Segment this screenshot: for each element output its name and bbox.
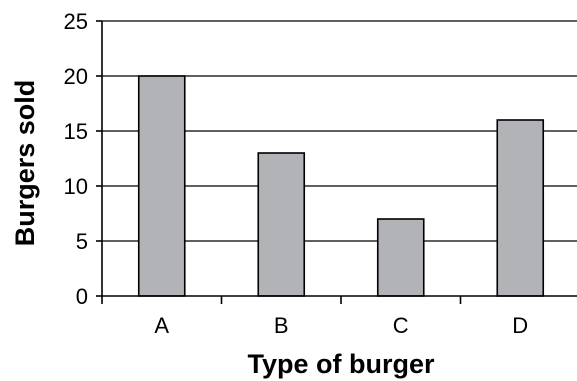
x-axis-title: Type of burger xyxy=(247,349,435,379)
y-tick-labels: 0 5 10 15 20 25 xyxy=(64,9,88,309)
y-tick-label: 0 xyxy=(76,284,88,309)
y-tick-label: 15 xyxy=(64,119,88,144)
bar-D xyxy=(496,119,545,297)
x-tick-label: C xyxy=(393,313,409,338)
y-tick-label: 5 xyxy=(76,229,88,254)
axes xyxy=(96,20,577,304)
y-tick-label: 25 xyxy=(64,9,88,34)
x-tick-label: D xyxy=(512,313,528,338)
bar-B xyxy=(257,152,306,297)
x-tick-labels: A B C D xyxy=(154,313,528,338)
x-tick-label: A xyxy=(154,313,169,338)
y-tick-label: 20 xyxy=(64,64,88,89)
bar-A xyxy=(137,75,186,297)
bar-C xyxy=(376,218,425,297)
y-tick-label: 10 xyxy=(64,174,88,199)
x-tick-label: B xyxy=(274,313,289,338)
bars xyxy=(137,75,545,297)
y-axis-title: Burgers sold xyxy=(10,80,40,247)
